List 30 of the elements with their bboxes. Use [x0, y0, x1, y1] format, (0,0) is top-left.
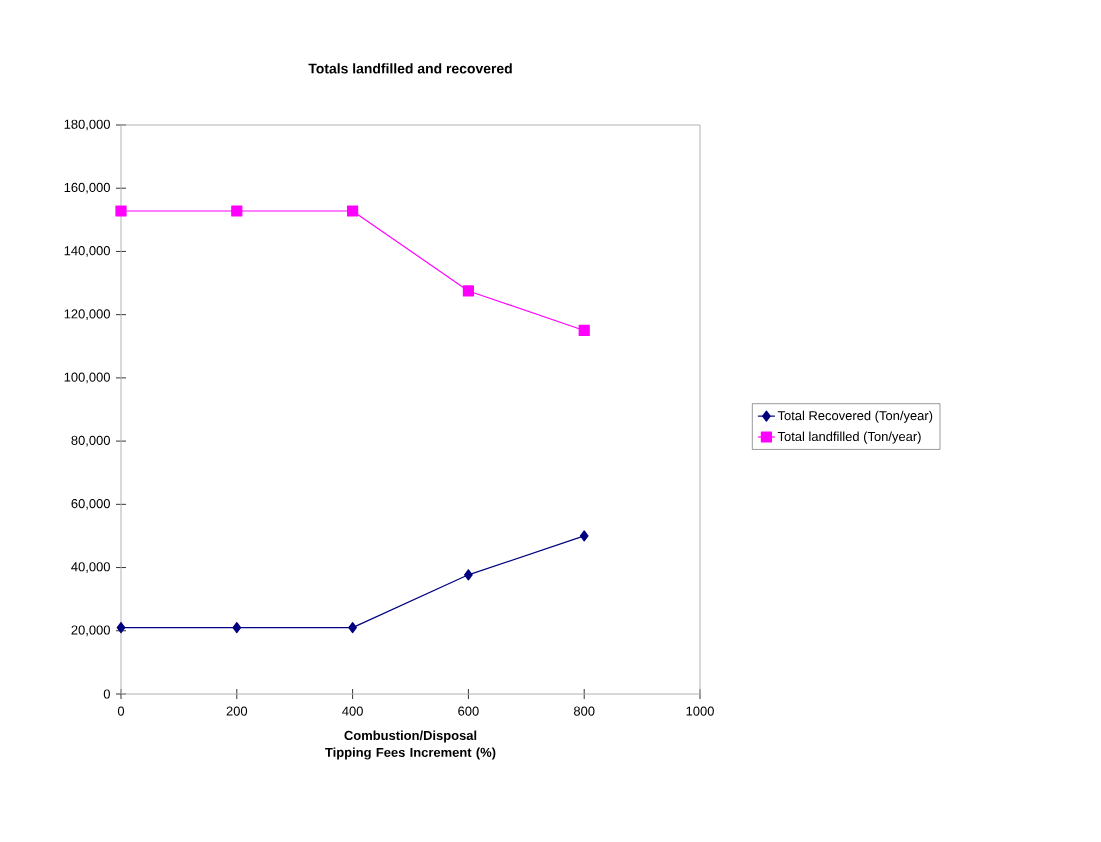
y-tick-label: 100,000: [64, 372, 110, 384]
y-tick-label: 20,000: [71, 625, 110, 637]
y-tick-label: 180,000: [64, 119, 110, 131]
x-tick-label: 800: [573, 706, 595, 716]
x-tick-label: 1000: [686, 706, 714, 716]
point: [462, 285, 474, 297]
legend-label: Total landfilled (Ton/year): [777, 431, 921, 444]
point: [115, 205, 127, 217]
point: [116, 622, 126, 634]
point: [578, 324, 590, 337]
y-tick-label: 140,000: [64, 246, 110, 257]
y-tick-label: 0: [103, 689, 110, 699]
point: [347, 205, 359, 217]
legend-label: Total Recovered (Ton/year): [777, 410, 933, 423]
x-tick-label: 0: [117, 706, 125, 716]
x-tick-label: 600: [458, 706, 479, 716]
point: [231, 205, 243, 217]
y-tick-label: 40,000: [71, 562, 110, 573]
y-tick-label: 80,000: [71, 435, 110, 447]
y-tick-label: 120,000: [64, 309, 110, 321]
x-tick-label: 400: [342, 706, 363, 716]
point: [348, 622, 357, 634]
x-axis-title: Combustion/Disposal Tipping Fees Increment (%): [325, 730, 496, 760]
x-tick-label: 200: [226, 706, 248, 716]
y-tick-label: 160,000: [64, 182, 110, 194]
y-tick-label: 60,000: [71, 498, 110, 510]
point: [464, 569, 473, 581]
point: [579, 530, 589, 542]
chart-title: Totals landfilled and recovered: [308, 63, 512, 74]
point: [232, 622, 242, 634]
